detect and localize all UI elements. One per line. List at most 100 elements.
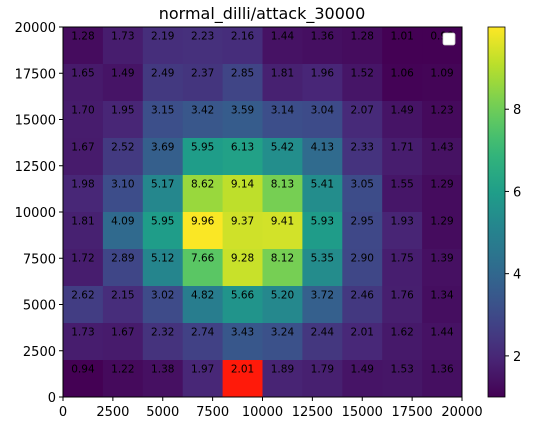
cell-value-label: 2.19: [151, 31, 174, 43]
x-tick-label: 5000: [146, 405, 179, 420]
y-tick-label: 0: [48, 391, 56, 406]
heatmap-cell: [63, 64, 104, 102]
cell-value-label: 9.37: [231, 216, 254, 228]
cell-labels: 1.28 1.73 2.19 2.23 2.16 1.44 1.36 1.28 1.01 0.98…: [71, 31, 454, 376]
x-tick-label: 12500: [292, 405, 333, 420]
heatmap-cell: [422, 286, 463, 324]
cell-value-label: 1.29: [430, 216, 453, 228]
y-tick-label: 2500: [23, 345, 56, 360]
colorbar-tick-label: 6: [513, 185, 521, 200]
heatmap-cell: [102, 64, 144, 102]
cell-value-label: 5.95: [191, 142, 214, 154]
heatmap-cell: [342, 27, 383, 65]
cell-value-label: 4.82: [191, 290, 214, 302]
cell-value-label: 1.55: [390, 179, 413, 191]
x-axis: 0 2500 5000 7500 10000 12500 15000 17500 20000: [59, 397, 483, 420]
cell-value-label: 1.49: [351, 364, 374, 376]
heatmap-cell: [102, 27, 144, 65]
cell-value-label: 8.13: [271, 179, 294, 191]
heatmap-cell: [142, 101, 184, 139]
heatmap-cell: [302, 286, 343, 324]
heatmap-cell: [222, 101, 263, 139]
heatmap-cell: [422, 101, 463, 139]
heatmap-cell: [102, 360, 144, 398]
heatmap-cell: [222, 249, 263, 287]
heatmap-cell: [63, 360, 104, 398]
y-tick-label: 15000: [15, 114, 56, 129]
cell-value-label: 2.49: [151, 68, 174, 80]
heatmap-cell: [262, 138, 303, 176]
cell-value-label: 1.73: [71, 327, 94, 339]
cell-value-label: 1.23: [430, 105, 453, 117]
cell-value-label: 1.76: [390, 290, 414, 302]
heatmap-cell: [222, 175, 263, 213]
cell-value-label: 5.66: [231, 290, 255, 302]
cell-value-label: 5.42: [271, 142, 294, 154]
heatmap-cell: [102, 138, 144, 176]
cell-value-label: 1.95: [111, 105, 134, 117]
cell-value-label: 2.85: [231, 68, 254, 80]
heatmap-cell: [342, 286, 383, 324]
heatmap-cell: [182, 286, 224, 324]
heatmap-cell: [262, 323, 303, 361]
heatmap-cell: [422, 323, 463, 361]
heatmap-cell: [302, 138, 343, 176]
y-tick-label: 7500: [23, 252, 56, 267]
heatmap-cell: [102, 249, 144, 287]
heatmap-cell: [102, 212, 144, 250]
cell-value-label: 2.44: [311, 327, 335, 339]
heatmap-cell: [182, 212, 224, 250]
cell-value-label: 8.62: [191, 179, 214, 191]
cell-value-label: 1.65: [71, 68, 94, 80]
cell-value-label: 2.95: [351, 216, 374, 228]
cell-value-label: 3.42: [191, 105, 214, 117]
heatmap-cell: [63, 249, 104, 287]
heatmap-cell: [222, 64, 263, 102]
y-tick-label: 10000: [15, 206, 56, 221]
heatmap-cell: [222, 323, 263, 361]
heatmap-cell: [342, 360, 383, 398]
heatmap-cell: [302, 360, 343, 398]
cell-value-label: 2.90: [351, 253, 374, 265]
heatmap-cell: [102, 323, 144, 361]
heatmap-cell: [222, 138, 263, 176]
heatmap-cell: [182, 64, 224, 102]
cell-value-label: 2.07: [351, 105, 374, 117]
heatmap-cell: [382, 27, 423, 65]
heatmap-cell: [222, 27, 263, 65]
cell-value-label: 9.96: [191, 216, 215, 228]
heatmap-cell: [342, 64, 383, 102]
cell-value-label: 1.01: [390, 31, 413, 43]
cell-value-label: 9.41: [271, 216, 294, 228]
cell-value-label: 1.36: [311, 31, 335, 43]
heatmap-cell: [63, 175, 104, 213]
cell-value-label: 3.04: [311, 105, 335, 117]
cell-value-label: 1.75: [390, 253, 413, 265]
cell-value-label: 0.94: [71, 364, 95, 376]
cell-value-label: 9.28: [231, 253, 254, 265]
cell-value-label: 1.93: [390, 216, 413, 228]
heatmap-cell: [302, 212, 343, 250]
cell-value-label: 5.93: [311, 216, 334, 228]
legend-frame: [442, 32, 456, 46]
cell-value-label: 5.17: [151, 179, 174, 191]
legend: [442, 32, 456, 46]
cell-value-label: 1.81: [71, 216, 94, 228]
heatmap-cell: [342, 249, 383, 287]
cell-value-label: 2.52: [111, 142, 134, 154]
x-tick-label: 20000: [441, 405, 482, 420]
cell-value-label: 5.35: [311, 253, 334, 265]
cell-value-label: 1.44: [430, 327, 454, 339]
cell-value-label: 6.13: [231, 142, 254, 154]
cell-value-label: 3.43: [231, 327, 254, 339]
cell-value-label: 1.06: [390, 68, 414, 80]
heatmap-cell: [342, 101, 383, 139]
heatmap-cell: [382, 101, 423, 139]
cell-value-label: 9.14: [231, 179, 255, 191]
cell-value-label: 8.12: [271, 253, 294, 265]
heatmap-cell: [142, 360, 184, 398]
heatmap-cell: [382, 138, 423, 176]
heatmap-cell: [142, 64, 184, 102]
heatmap-cell: [302, 27, 343, 65]
